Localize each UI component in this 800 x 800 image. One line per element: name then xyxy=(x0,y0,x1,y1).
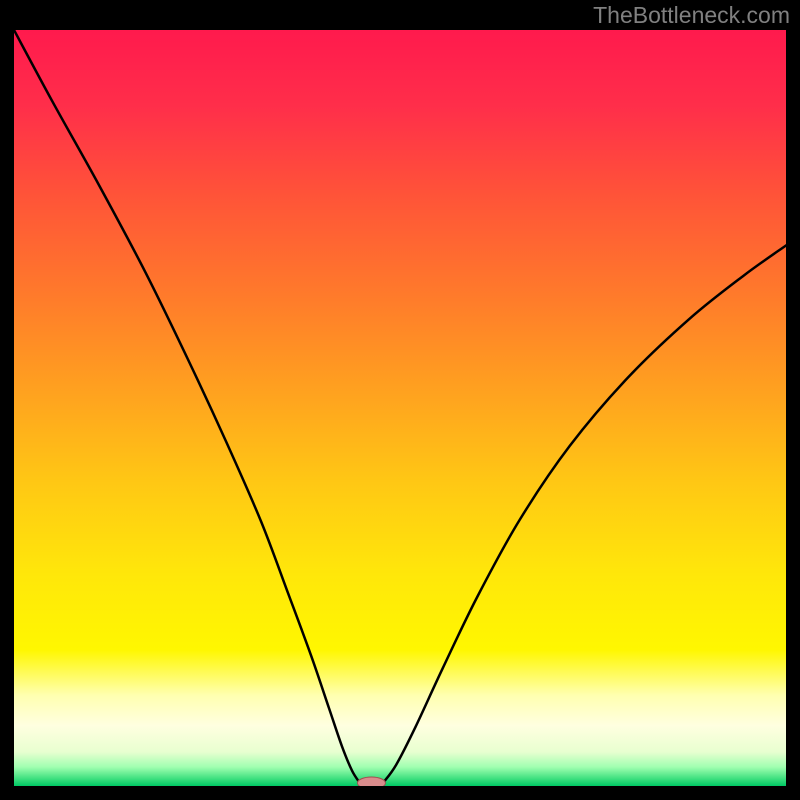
gradient-background xyxy=(14,30,786,786)
optimal-point-marker xyxy=(357,777,385,786)
chart-frame: TheBottleneck.com xyxy=(0,0,800,800)
watermark-text: TheBottleneck.com xyxy=(593,2,790,29)
bottleneck-chart xyxy=(14,30,786,786)
plot-area xyxy=(14,30,786,786)
